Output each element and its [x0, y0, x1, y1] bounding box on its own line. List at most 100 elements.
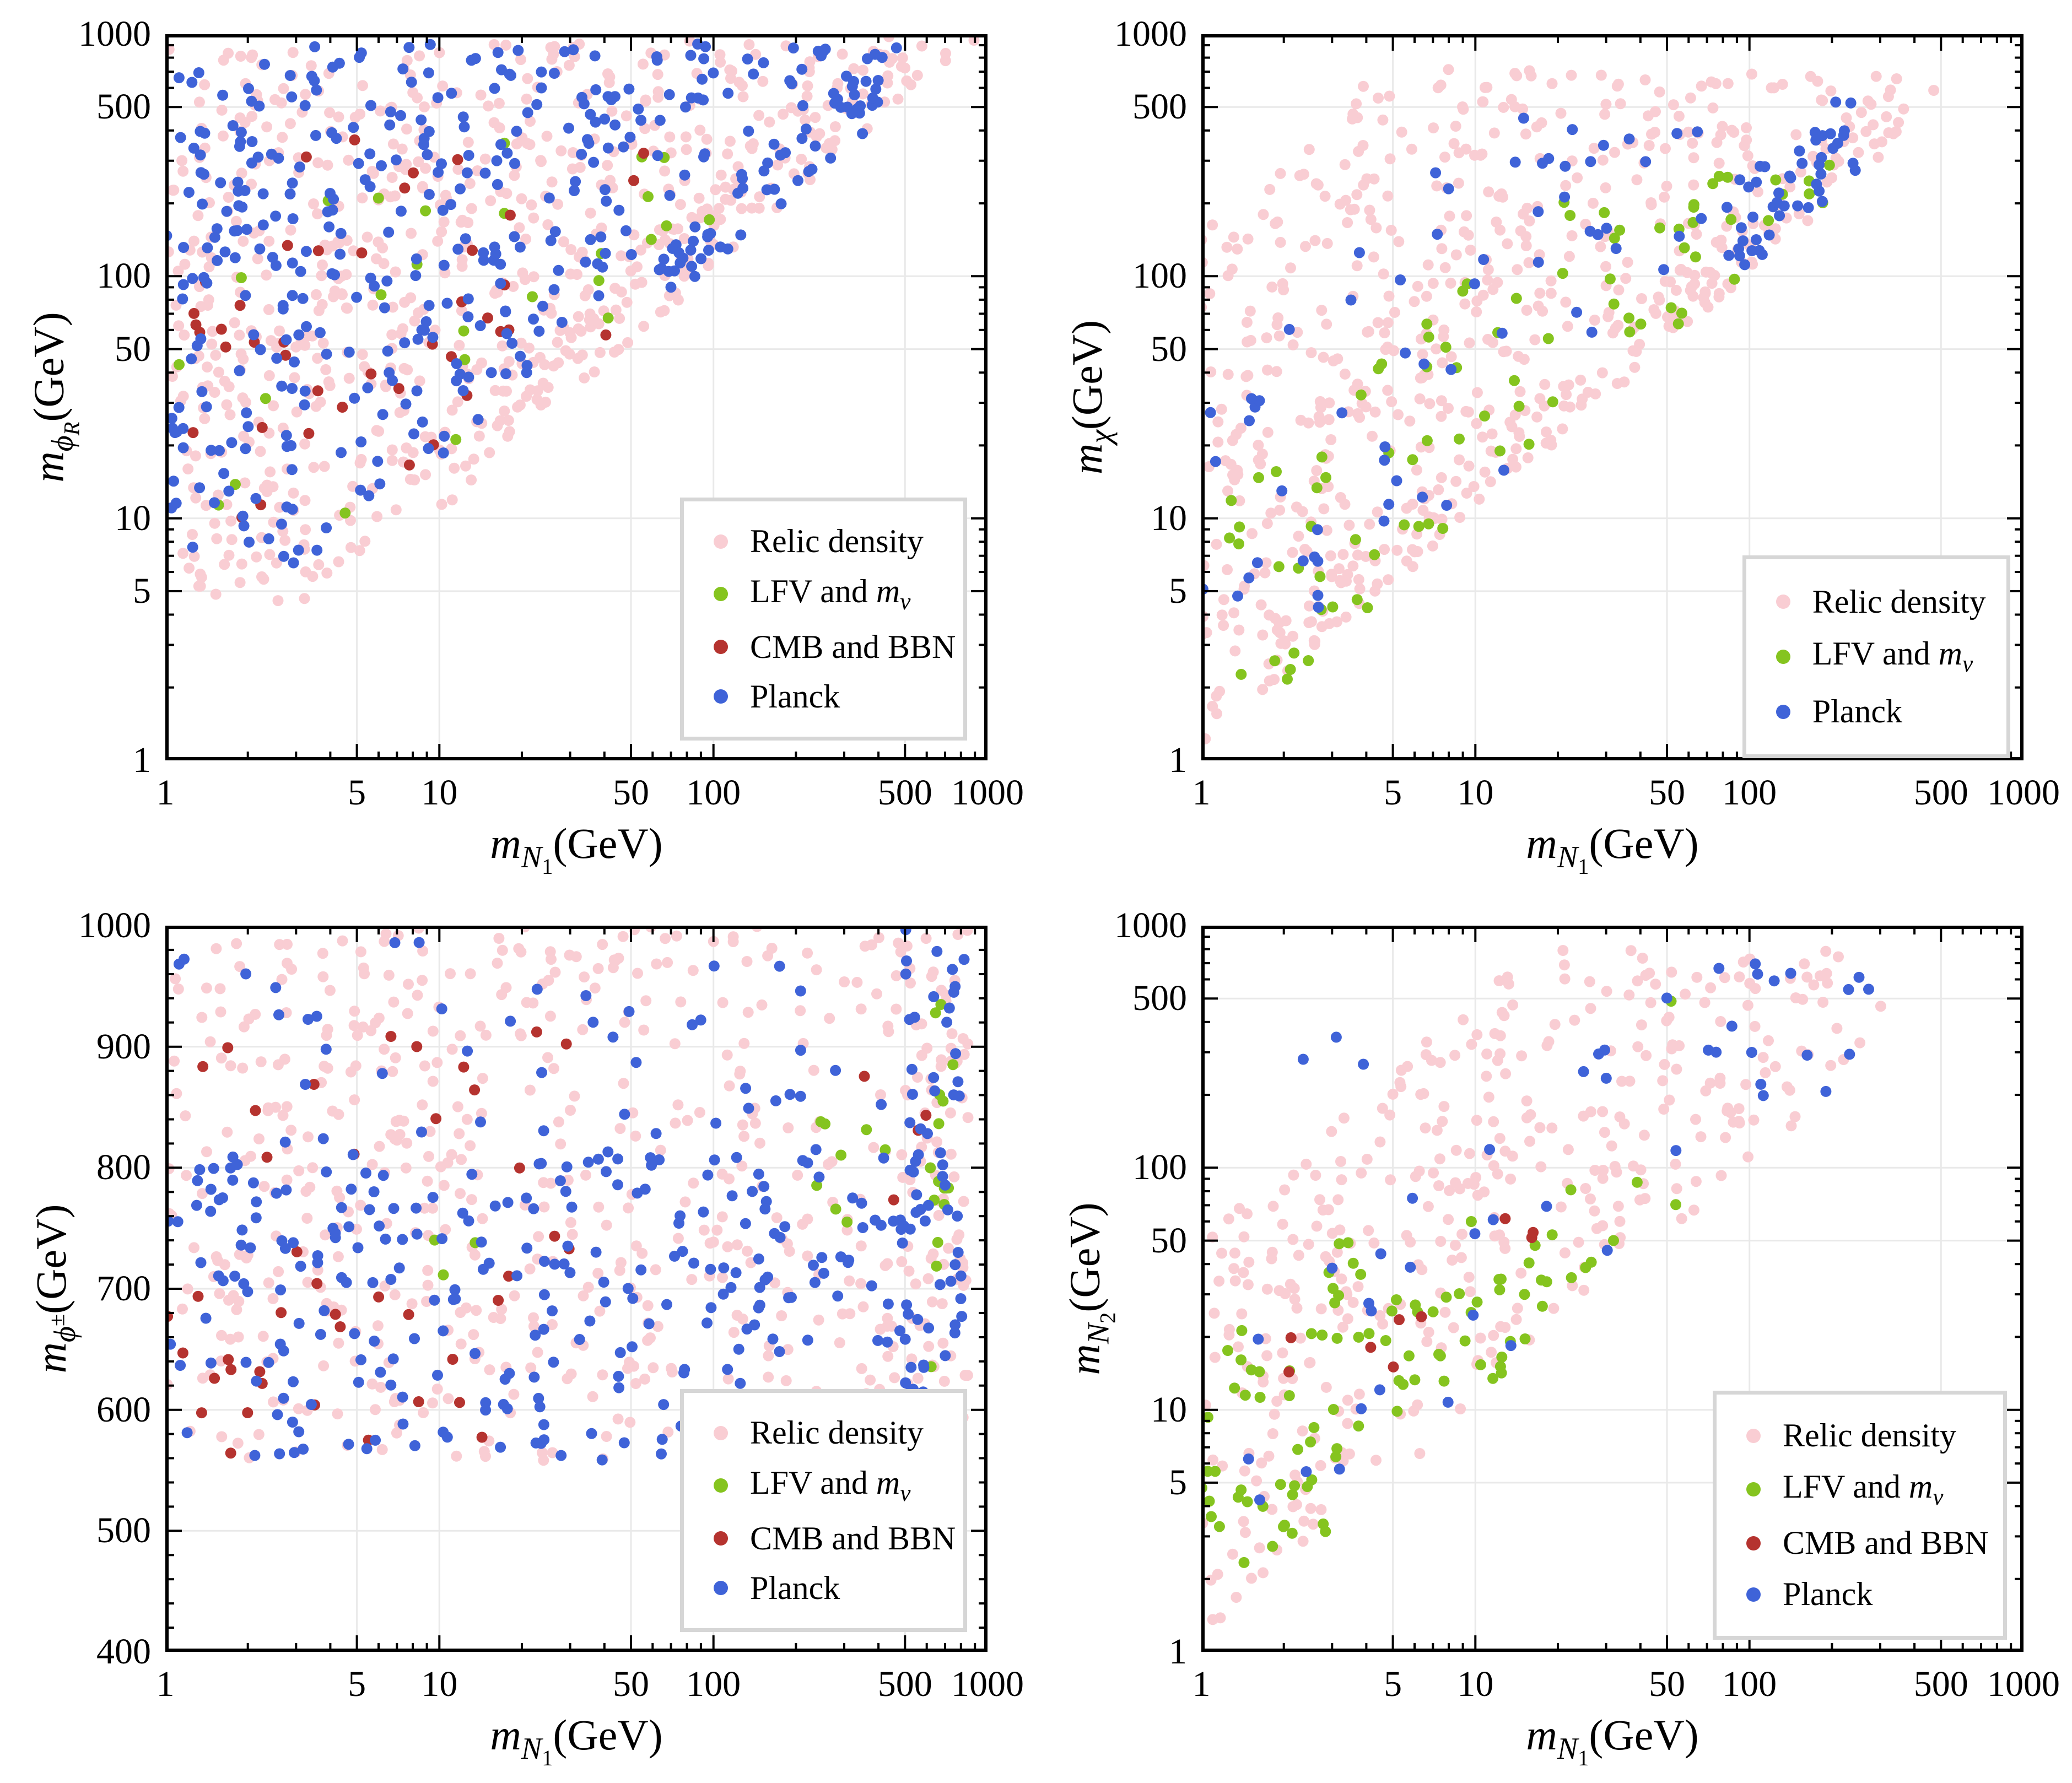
y-tick-500: 500	[96, 1510, 151, 1551]
legend-item-lfv: LFV and mν	[689, 1464, 958, 1506]
x-axis-label: mN1(GeV)	[490, 1711, 663, 1770]
y-tick-5: 5	[133, 570, 151, 611]
x-tick-5: 5	[1384, 1664, 1402, 1704]
y-tick-10: 10	[1151, 498, 1187, 538]
x-tick-1000: 1000	[1987, 772, 2060, 813]
legend-item-planck: Planck	[1752, 694, 2001, 729]
x-tick-500: 500	[1913, 1664, 1968, 1704]
y-tick-1000: 1000	[1114, 14, 1187, 54]
scatter-canvas	[165, 34, 988, 760]
x-tick-50: 50	[612, 772, 649, 813]
legend-item-relic: Relic density	[1752, 583, 2001, 620]
legend-marker-planck-icon	[713, 689, 728, 704]
legend-marker-cmb-icon	[713, 640, 728, 654]
legend-marker-planck-icon	[713, 1581, 728, 1596]
x-tick-1000: 1000	[1987, 1664, 2060, 1704]
y-tick-10: 10	[1151, 1389, 1187, 1430]
legend-label-relic: Relic density	[1783, 1417, 1956, 1454]
panel-mphipm-vs-mN1: mϕ±(GeV) 1 5 10 50 100 500 1000 400 500 600 700 80…	[0, 892, 1036, 1783]
legend-label-relic: Relic density	[749, 1414, 924, 1451]
legend-item-lfv: LFV and mν	[689, 574, 958, 614]
legend-item-planck: Planck	[689, 679, 958, 714]
x-tick-1: 1	[156, 1664, 175, 1704]
x-axis-label: mN1(GeV)	[1526, 819, 1699, 879]
legend-label-planck: Planck	[1783, 1576, 1873, 1612]
legend-marker-cmb-icon	[1746, 1536, 1761, 1550]
panel-mN2-vs-mN1: mN2(GeV) 1 5 10 50 100 500 1000 1 5 10 50 100 500 10…	[1036, 892, 2072, 1783]
y-tick-500: 500	[1132, 978, 1187, 1019]
legend-item-planck: Planck	[689, 1569, 958, 1606]
x-tick-5: 5	[348, 772, 366, 813]
x-tick-1000: 1000	[951, 772, 1024, 813]
y-axis-label: mN2(GeV)	[1060, 1202, 1120, 1375]
y-tick-100: 100	[1132, 256, 1187, 296]
plot-area: 1 5 10 50 100 500 1000 400 500 600 700 800 900 1000 …	[78, 907, 1024, 1703]
x-tick-500: 500	[1913, 772, 1968, 813]
x-tick-10: 10	[421, 1664, 458, 1704]
legend-item-cmb: CMB and BBN	[689, 628, 958, 665]
legend-box: Relic density LFV and mν CMB and BBN Planck	[679, 497, 967, 741]
y-tick-1: 1	[1169, 1631, 1187, 1672]
y-tick-600: 600	[96, 1389, 151, 1430]
legend-item-cmb: CMB and BBN	[1722, 1526, 1998, 1560]
legend-item-lfv: LFV and mν	[1722, 1469, 1998, 1510]
legend-label-relic: Relic density	[1812, 583, 1986, 620]
y-axis-label: mχ(GeV)	[1063, 320, 1118, 475]
legend-label-cmb: CMB and BBN	[749, 628, 956, 665]
plot-area: 1 5 10 50 100 500 1000 1 5 10 50 100 500 1000 Relic …	[78, 16, 1024, 811]
legend-marker-lfv-icon	[1746, 1482, 1761, 1497]
legend-label-lfv: LFV and mν	[749, 1464, 911, 1506]
legend-marker-relic-icon	[1746, 1428, 1761, 1443]
y-tick-5: 5	[1169, 1462, 1187, 1503]
x-axis-label: mN1(GeV)	[490, 819, 663, 879]
x-tick-100: 100	[1722, 772, 1777, 813]
panel-mchi-vs-mN1: mχ(GeV) 1 5 10 50 100 500 1000 1 5 10 50 100 500 100…	[1036, 0, 2072, 892]
legend-marker-lfv-icon	[713, 1478, 728, 1493]
x-tick-100: 100	[686, 772, 741, 813]
y-tick-1000: 1000	[78, 905, 151, 945]
plot-area: 1 5 10 50 100 500 1000 1 5 10 50 100 500 1000 Relic …	[1114, 907, 2060, 1703]
legend-item-relic: Relic density	[689, 524, 958, 559]
x-tick-5: 5	[1384, 772, 1402, 813]
legend-label-planck: Planck	[1812, 693, 1903, 730]
y-tick-700: 700	[96, 1268, 151, 1309]
legend-label-relic: Relic density	[749, 523, 924, 560]
x-tick-50: 50	[1648, 772, 1685, 813]
plot-area: 1 5 10 50 100 500 1000 1 5 10 50 100 500 1000 Relic …	[1114, 16, 2060, 811]
y-tick-800: 800	[96, 1147, 151, 1188]
legend-item-lfv: LFV and mν	[1752, 636, 2001, 677]
y-tick-1: 1	[133, 740, 151, 780]
x-tick-50: 50	[1648, 1664, 1685, 1704]
x-tick-1: 1	[1192, 1664, 1211, 1704]
y-tick-900: 900	[96, 1026, 151, 1067]
x-tick-10: 10	[421, 772, 458, 813]
legend-label-planck: Planck	[749, 1569, 840, 1606]
scatter-canvas	[1201, 34, 2024, 760]
legend-box: Relic density LFV and mν CMB and BBN Planck	[1713, 1390, 2008, 1640]
legend-marker-lfv-icon	[713, 587, 728, 602]
y-tick-1000: 1000	[1114, 905, 1187, 945]
x-tick-50: 50	[612, 1664, 649, 1704]
y-tick-1000: 1000	[78, 14, 151, 54]
scatter-canvas	[1201, 926, 2024, 1652]
legend-item-relic: Relic density	[689, 1415, 958, 1450]
legend-label-cmb: CMB and BBN	[1783, 1525, 1989, 1562]
y-tick-500: 500	[96, 87, 151, 127]
x-tick-1000: 1000	[951, 1664, 1024, 1704]
legend-item-planck: Planck	[1722, 1577, 1998, 1612]
legend-label-planck: Planck	[749, 678, 840, 715]
y-tick-10: 10	[115, 498, 151, 538]
y-tick-100: 100	[96, 256, 151, 296]
y-tick-5: 5	[1169, 570, 1187, 611]
legend-marker-relic-icon	[1776, 595, 1790, 609]
y-tick-50: 50	[1151, 328, 1187, 369]
x-tick-5: 5	[348, 1664, 366, 1704]
legend-marker-cmb-icon	[713, 1531, 728, 1546]
y-tick-100: 100	[1132, 1147, 1187, 1188]
y-tick-400: 400	[96, 1631, 151, 1672]
x-axis-label: mN1(GeV)	[1526, 1711, 1699, 1770]
y-tick-50: 50	[115, 328, 151, 369]
y-axis-label: mϕR(GeV)	[24, 312, 84, 483]
x-tick-1: 1	[1192, 772, 1211, 813]
